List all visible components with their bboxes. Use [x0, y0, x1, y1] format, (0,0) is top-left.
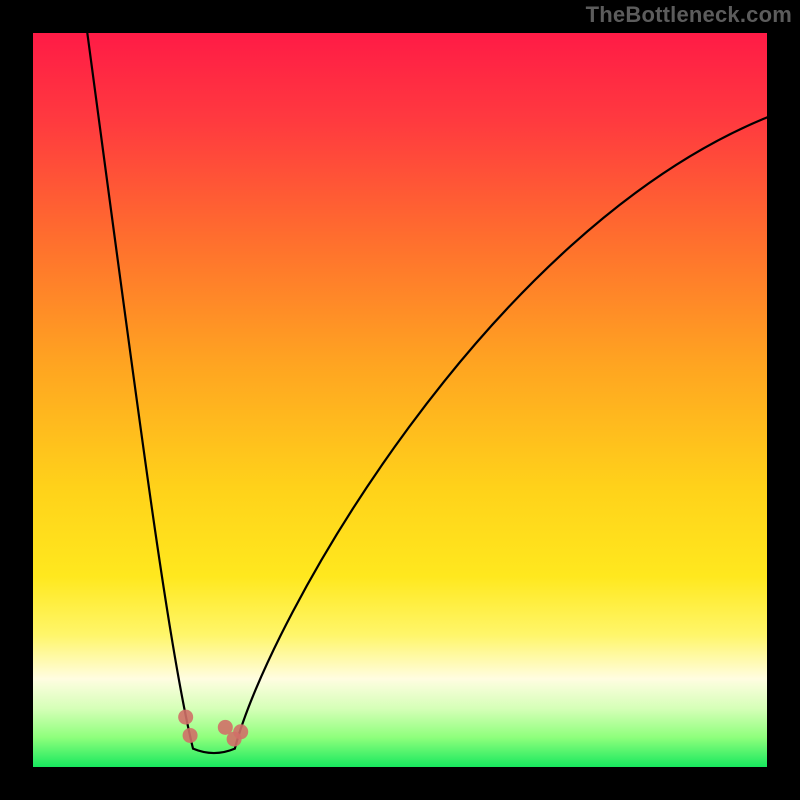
- gradient-background: [33, 33, 767, 767]
- curve-marker: [183, 728, 198, 743]
- chart-canvas: TheBottleneck.com: [0, 0, 800, 800]
- bottleneck-v-curve-chart: [33, 33, 767, 767]
- curve-marker: [178, 710, 193, 725]
- curve-marker: [233, 724, 248, 739]
- watermark-text: TheBottleneck.com: [586, 2, 792, 28]
